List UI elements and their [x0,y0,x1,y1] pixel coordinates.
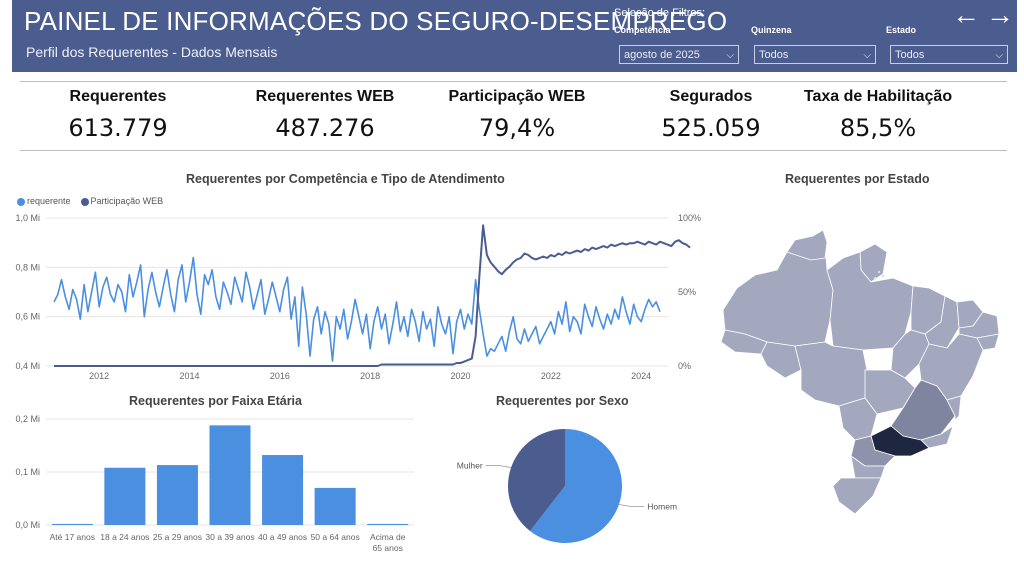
x-tick-label: 2018 [360,371,380,381]
estado-value: Todos [895,49,925,61]
x-tick-label: 2016 [270,371,290,381]
legend-dot-icon [17,197,25,206]
y-left-tick-label: 1,0 Mi [15,213,40,223]
x-tick-label: 2020 [450,371,470,381]
state-espirito-santo[interactable] [946,395,962,421]
kpi-segurados: Segurados 525.059 [621,88,801,142]
kpi-label: Requerentes WEB [255,88,395,105]
x-tick-label: Acima de 65 anos [370,532,406,553]
bar-chart-title: Requerentes por Faixa Etária [129,394,302,408]
line-chart[interactable]: 1,0 Mi 0,8 Mi 0,6 Mi 0,4 Mi 100% 50% 0% 2012 201… [0,208,720,388]
kpi-label: Taxa de Habilitação [803,88,953,105]
bar[interactable] [262,455,304,525]
competencia-value: agosto de 2025 [624,49,700,61]
legend-dot-icon [80,197,89,206]
x-tick-label: 2014 [179,371,199,381]
quinzena-select[interactable]: Todos ⌵ [754,45,876,64]
y-left-tick-label: 0,4 Mi [15,361,40,371]
x-tick-label: 2024 [631,371,651,381]
kpi-label: Segurados [669,88,753,105]
pie-leader-line [485,465,512,468]
x-tick-label: 18 a 24 anos [100,532,149,542]
chevron-down-icon: ⌵ [726,50,734,61]
line-chart-title: Requerentes por Competência e Tipo de At… [186,172,505,186]
pie-label: Mulher [457,461,483,471]
x-tick-label: 2022 [541,371,561,381]
kpi-participacao-web: Participação WEB 79,4% [427,88,607,142]
bar[interactable] [156,465,198,525]
chevron-down-icon: ⌵ [863,50,871,61]
line-chart-legend: requerente Participação WEB [17,196,163,206]
x-tick-label: Até 17 anos [50,532,95,542]
page-title: PAINEL DE INFORMAÇÕES DO SEGURO-DESEMPRE… [24,6,728,36]
y-left-tick-label: 0,8 Mi [15,262,40,272]
estado-select[interactable]: Todos ⌵ [890,45,1008,64]
state-roraima[interactable] [786,230,828,261]
state-bahia[interactable] [918,333,984,401]
kpi-requerentes: Requerentes 613.779 [28,88,208,142]
y-tick-label: 0,1 Mi [15,467,40,477]
kpi-value: 487.276 [275,114,375,142]
filter-label-quinzena: Quinzena [751,25,792,35]
legend-item-requerente[interactable]: requerente [17,196,71,206]
chevron-down-icon: ⌵ [995,50,1003,61]
page-subtitle: Perfil dos Requerentes - Dados Mensais [26,44,278,60]
y-right-tick-label: 100% [678,213,701,223]
quinzena-value: Todos [759,49,789,61]
y-left-tick-label: 0,6 Mi [15,312,40,322]
kpi-divider-top [20,81,1007,82]
y-tick-label: 0,0 Mi [15,520,40,530]
pie-label: Homem [647,501,677,511]
filters-title: Seleção de Filtros: [614,7,706,19]
competencia-select[interactable]: agosto de 2025 ⌵ [619,45,739,64]
pie-slice-homem[interactable] [530,429,622,543]
brazil-map[interactable] [715,230,1010,520]
map-dots [873,270,885,280]
kpi-taxa-habilitacao: Taxa de Habilitação 85,5% [788,88,968,142]
forward-arrow-icon[interactable]: → [986,0,1014,30]
legend-label: requerente [27,196,71,206]
bar[interactable] [104,467,146,525]
state-santa-catarina[interactable] [850,455,886,479]
filter-label-competencia: Competência [614,25,671,35]
bar[interactable] [209,425,251,525]
back-arrow-icon[interactable]: ← [952,0,980,30]
legend-label: Participação WEB [90,196,164,206]
kpi-value: 525.059 [661,114,761,142]
x-tick-label: 50 a 64 anos [311,532,360,542]
dashboard-header: PAINEL DE INFORMAÇÕES DO SEGURO-DESEMPRE… [12,0,1017,72]
pie-leader-line [618,504,645,507]
y-right-tick-label: 50% [678,287,696,297]
kpi-divider-bottom [20,150,1007,151]
kpi-label: Requerentes [69,88,167,105]
x-tick-label: 30 a 39 anos [205,532,254,542]
map-title: Requerentes por Estado [785,172,930,186]
kpi-value: 79,4% [478,114,556,142]
bar[interactable] [367,523,409,525]
state-mato-grosso[interactable] [794,341,868,407]
x-tick-label: 25 a 29 anos [153,532,202,542]
pie-chart[interactable]: Homem Mulher [440,410,690,560]
series-line-requerente[interactable] [53,256,661,362]
filter-label-estado: Estado [886,25,917,35]
series-line-participacao-web[interactable] [54,224,691,367]
x-tick-label: 2012 [89,371,109,381]
x-tick-label: 40 a 49 anos [258,532,307,542]
kpi-requerentes-web: Requerentes WEB 487.276 [235,88,415,142]
kpi-label: Participação WEB [448,88,586,105]
pie-slice-mulher[interactable] [508,429,565,532]
y-right-tick-label: 0% [678,361,691,371]
state-rio-grande-do-sul[interactable] [832,477,882,515]
pie-chart-title: Requerentes por Sexo [496,394,629,408]
bar[interactable] [51,523,93,525]
bar[interactable] [314,487,356,525]
y-tick-label: 0,2 Mi [15,414,40,424]
bar-chart[interactable]: 0,2 Mi 0,1 Mi 0,0 Mi Até 17 anos 18 a 24 ano… [0,410,430,566]
kpi-value: 85,5% [839,114,917,142]
legend-item-web[interactable]: Participação WEB [80,196,164,206]
kpi-value: 613.779 [68,114,168,142]
